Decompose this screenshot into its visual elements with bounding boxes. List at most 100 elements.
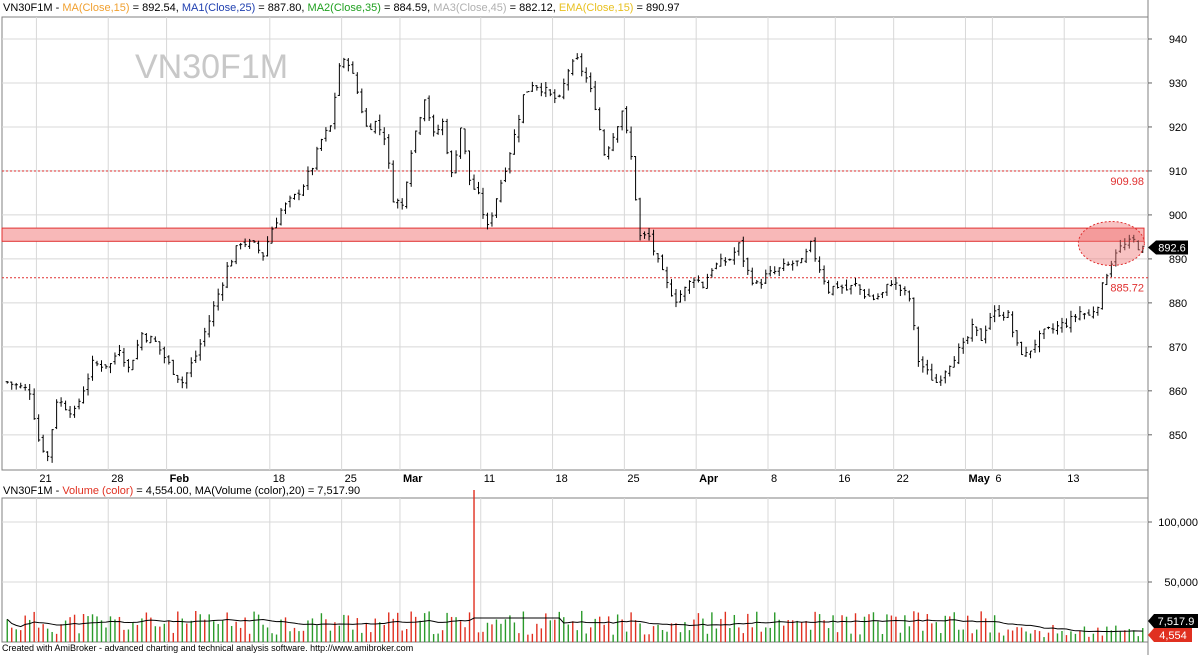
time-tick-label: 13 — [1067, 473, 1079, 485]
price-bar — [840, 284, 844, 294]
price-bar — [656, 253, 660, 263]
price-bar — [171, 359, 175, 375]
price-bar — [580, 53, 584, 77]
price-bar — [153, 336, 157, 342]
price-bar — [607, 146, 611, 160]
price-header-indicator-label: EMA(Close,15) — [558, 2, 634, 14]
price-header-indicator-label: MA3(Close,45) — [433, 2, 507, 14]
price-bar — [813, 237, 817, 262]
price-bar — [1019, 341, 1024, 356]
price-bar — [759, 278, 763, 289]
price-bar — [81, 386, 86, 404]
price-bar — [939, 375, 943, 386]
price-bar — [1002, 311, 1006, 321]
price-bar — [445, 118, 449, 155]
price-bar — [355, 72, 359, 95]
highlight-circle — [1077, 221, 1145, 266]
price-bar — [378, 114, 382, 136]
price-bar — [1087, 309, 1091, 316]
price-bar — [440, 118, 445, 136]
time-tick-label: Apr — [699, 473, 719, 485]
price-bar — [638, 197, 642, 241]
price-bar — [508, 152, 512, 174]
price-bar — [221, 282, 225, 301]
price-bar — [198, 339, 202, 361]
price-bar — [360, 88, 364, 114]
price-bar — [140, 331, 144, 351]
price-bar — [122, 347, 126, 367]
price-bar — [930, 363, 934, 381]
price-bar — [669, 279, 674, 297]
price-bar — [1091, 306, 1095, 319]
price-bar — [463, 128, 467, 155]
price-bar — [566, 68, 570, 91]
price-bar — [768, 265, 772, 277]
price-bar — [216, 288, 220, 311]
ohlc-bars — [5, 53, 1145, 463]
price-bar — [382, 127, 386, 146]
price-bar — [490, 212, 494, 227]
price-bar — [207, 315, 211, 338]
price-bar — [795, 260, 799, 267]
price-bar — [1096, 306, 1100, 316]
volume-ma-marker — [1148, 614, 1198, 628]
price-bar — [230, 259, 234, 267]
price-bar — [665, 266, 669, 289]
price-bar — [212, 301, 216, 327]
price-bar — [41, 434, 45, 453]
price-bar — [818, 256, 822, 273]
level-label: 885.72 — [1110, 283, 1144, 295]
volume-ma-line — [6, 617, 1143, 633]
price-bar — [966, 336, 970, 345]
price-bar — [23, 383, 27, 391]
price-bar — [921, 356, 925, 373]
price-bar — [970, 318, 974, 342]
price-bar — [584, 67, 588, 83]
price-bar — [714, 262, 718, 270]
price-bar — [19, 382, 23, 389]
price-bar — [108, 363, 113, 374]
price-bar — [562, 78, 566, 100]
price-bar — [301, 184, 306, 197]
price-bar — [629, 126, 633, 160]
volume-ma-label: 7,517.9 — [1158, 616, 1195, 628]
price-bar — [5, 381, 9, 384]
time-tick-label: 6 — [995, 473, 1001, 485]
price-bar — [99, 360, 104, 372]
price-bar — [975, 326, 979, 337]
price-bar — [674, 288, 678, 308]
price-bar — [809, 240, 813, 253]
price-bar — [180, 376, 184, 389]
price-bar — [777, 267, 781, 277]
level-label: 909.98 — [1110, 176, 1144, 188]
time-tick-label: Feb — [170, 473, 190, 485]
price-bar — [189, 357, 193, 378]
price-bar — [642, 231, 647, 239]
price-bar — [804, 248, 808, 264]
price-header-indicator-value: = 890.97 — [633, 2, 680, 14]
price-bar — [243, 238, 247, 248]
last-volume-marker — [1148, 628, 1192, 642]
price-bar — [387, 134, 391, 169]
price-bar — [1055, 321, 1060, 335]
price-bar — [979, 328, 983, 342]
price-bar — [557, 94, 561, 98]
price-bar — [1046, 326, 1051, 330]
price-bar — [1010, 311, 1015, 338]
price-bar — [934, 373, 938, 383]
price-bar — [871, 294, 876, 301]
price-bar — [683, 286, 687, 302]
price-bar — [472, 174, 476, 190]
price-header-separator: , — [552, 2, 559, 14]
price-bar — [1024, 346, 1028, 357]
time-tick-label: 28 — [111, 473, 123, 485]
time-tick-label: 25 — [345, 473, 357, 485]
price-bar — [916, 326, 920, 367]
price-bar — [203, 327, 207, 347]
price-bar — [310, 167, 315, 176]
price-header-indicator-value: = 882.12 — [506, 2, 553, 14]
price-bar — [400, 198, 404, 210]
volume-bars — [6, 490, 1144, 642]
price-bar — [755, 279, 759, 284]
